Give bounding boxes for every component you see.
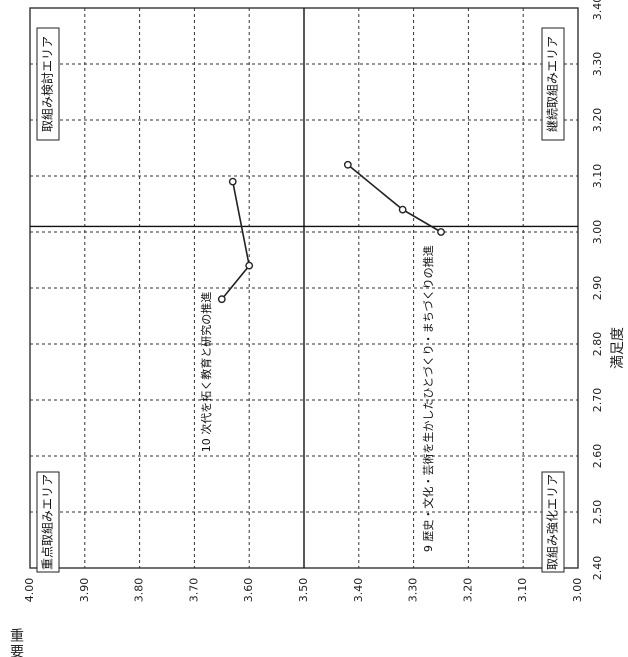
x-tick-label: 2.60: [591, 444, 604, 469]
series-group: [217, 160, 445, 304]
series-1-point: [437, 228, 445, 236]
y-tick-label: 3.90: [78, 578, 91, 603]
y-tick-label: 3.40: [352, 578, 365, 603]
quadrant-top-right-label: 取組み検討エリア: [40, 36, 55, 132]
x-tick-label: 3.40: [591, 0, 604, 20]
quadrant-top-right: 取組み検討エリア: [36, 27, 60, 141]
grid-lines: [29, 7, 579, 569]
y-axis-label: 重要度: [8, 628, 24, 657]
x-tick-label: 2.90: [591, 276, 604, 301]
y-tick-label: 3.10: [516, 578, 529, 603]
y-tick-label: 3.50: [297, 578, 310, 603]
quadrant-bottom-left-label: 取組み強化エリア: [546, 474, 560, 570]
quadrant-labels: 重点取組みエリア 取組み検討エリア 取組み強化エリア 継続取組みエリア: [36, 27, 565, 573]
series-0-point: [228, 177, 237, 186]
annotations: 10 次代を拓く教育と研究の推進 9 歴史・文化・芸術を生かしたひとづくり・まち…: [199, 245, 435, 552]
quadrant-bottom-right: 継続取組みエリア: [541, 27, 565, 141]
y-tick-label: 3.70: [187, 578, 200, 603]
quadrant-bottom-left: 取組み強化エリア: [541, 471, 565, 573]
x-tick-label: 3.20: [591, 108, 604, 133]
series-0-line: [221, 181, 251, 300]
series-1-line: [347, 164, 442, 233]
x-tick-label: 2.50: [591, 500, 604, 525]
x-tick-label: 2.80: [591, 332, 604, 357]
y-tick-label: 3.80: [133, 578, 146, 603]
series-1-point: [343, 160, 352, 169]
series-10-label: 10 次代を拓く教育と研究の推進: [199, 292, 213, 453]
quadrant-bottom-right-label: 継続取組みエリア: [545, 36, 560, 132]
series-0-point: [217, 295, 226, 304]
series-0-point: [245, 261, 254, 270]
x-axis-label: 満足度: [610, 327, 626, 369]
quadrant-top-left: 重点取組みエリア: [36, 471, 60, 573]
x-tick-label: 3.00: [591, 220, 604, 245]
y-tick-label: 3.30: [407, 578, 420, 603]
x-tick-label: 3.10: [591, 164, 604, 189]
y-tick-label: 4.00: [23, 578, 36, 603]
x-tick-label: 3.30: [591, 52, 604, 77]
y-tick-label: 3.60: [242, 578, 255, 603]
series-9-label: 9 歴史・文化・芸術を生かしたひとづくり・まちづくりの推進: [421, 245, 435, 552]
x-axis-ticks: 2.40 2.50 2.60 2.70 2.80 2.90 3.00 3.10 3.20 3.30…: [591, 0, 604, 580]
y-axis-ticks: 3.00 3.10 3.20 3.30 3.40 3.50 3.60 3.70 3.80 3.90…: [23, 578, 584, 603]
series-1-point: [398, 205, 407, 214]
x-tick-label: 2.40: [591, 556, 604, 581]
y-tick-label: 3.20: [461, 578, 474, 603]
y-tick-label: 3.00: [571, 578, 584, 603]
quadrant-top-left-label: 重点取組みエリア: [41, 474, 55, 570]
x-tick-label: 2.70: [591, 388, 604, 413]
